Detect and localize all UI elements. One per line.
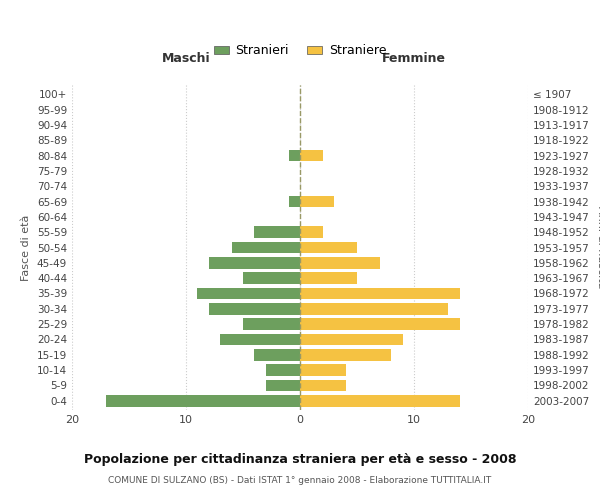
Bar [300, 380, 346, 391]
Bar [300, 303, 448, 314]
Bar [243, 272, 300, 284]
Bar [300, 349, 391, 360]
Bar [266, 380, 300, 391]
Text: Femmine: Femmine [382, 52, 446, 66]
Bar [300, 257, 380, 268]
Bar [220, 334, 300, 345]
Bar [300, 395, 460, 406]
Bar [209, 303, 300, 314]
Text: COMUNE DI SULZANO (BS) - Dati ISTAT 1° gennaio 2008 - Elaborazione TUTTITALIA.IT: COMUNE DI SULZANO (BS) - Dati ISTAT 1° g… [109, 476, 491, 485]
Bar [300, 150, 323, 162]
Text: Popolazione per cittadinanza straniera per età e sesso - 2008: Popolazione per cittadinanza straniera p… [84, 452, 516, 466]
Bar [289, 196, 300, 207]
Bar [289, 150, 300, 162]
Bar [106, 395, 300, 406]
Text: Maschi: Maschi [161, 52, 211, 66]
Bar [266, 364, 300, 376]
Bar [300, 318, 460, 330]
Y-axis label: Anni di nascita: Anni di nascita [596, 206, 600, 288]
Bar [300, 226, 323, 238]
Y-axis label: Fasce di età: Fasce di età [22, 214, 31, 280]
Bar [300, 288, 460, 299]
Bar [300, 364, 346, 376]
Bar [197, 288, 300, 299]
Bar [232, 242, 300, 253]
Bar [300, 242, 357, 253]
Bar [300, 196, 334, 207]
Bar [300, 272, 357, 284]
Bar [243, 318, 300, 330]
Bar [254, 226, 300, 238]
Bar [254, 349, 300, 360]
Legend: Stranieri, Straniere: Stranieri, Straniere [209, 40, 391, 62]
Bar [209, 257, 300, 268]
Bar [300, 334, 403, 345]
